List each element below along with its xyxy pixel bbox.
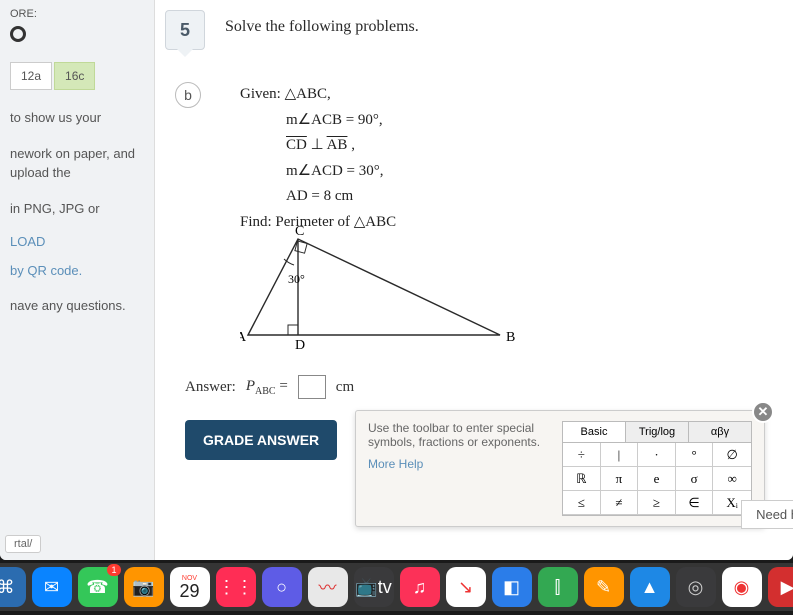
svg-text:C: C bbox=[295, 225, 304, 239]
more-help-link[interactable]: More Help bbox=[368, 457, 550, 471]
symbol-cell[interactable]: ° bbox=[676, 443, 714, 467]
need-help-button[interactable]: Need h bbox=[741, 500, 793, 529]
triangle-name: ABC, bbox=[296, 86, 331, 102]
part-badge: b bbox=[175, 82, 201, 108]
symbol-cell[interactable]: · bbox=[638, 443, 676, 467]
symbol-cell[interactable]: | bbox=[601, 443, 639, 467]
symbol-toolbar-popup: ✕ Use the toolbar to enter special symbo… bbox=[355, 410, 765, 527]
sidebar-text-questions: nave any questions. bbox=[10, 296, 144, 316]
dock-app-icon[interactable]: ○ bbox=[262, 567, 302, 607]
upload-link[interactable]: LOAD bbox=[10, 234, 144, 249]
answer-expression: PABC = bbox=[246, 378, 288, 397]
score-ring-icon bbox=[10, 26, 26, 42]
portal-button[interactable]: rtal/ bbox=[5, 535, 41, 553]
question-number-badge: 5 bbox=[165, 10, 205, 50]
dock-app-icon[interactable]: ✉ bbox=[32, 567, 72, 607]
symbol-cell[interactable]: ∞ bbox=[713, 467, 751, 491]
dock-app-icon[interactable]: ↘ bbox=[446, 567, 486, 607]
dock-app-icon[interactable]: ◉ bbox=[722, 567, 762, 607]
given-line-4: AD = 8 cm bbox=[240, 184, 396, 210]
dock-app-icon[interactable]: 📺tv bbox=[354, 567, 394, 607]
dock-app-icon[interactable]: 📷 bbox=[124, 567, 164, 607]
dock-app-icon[interactable]: ◧ bbox=[492, 567, 532, 607]
dock-app-icon[interactable]: ♫ bbox=[400, 567, 440, 607]
grade-answer-button[interactable]: GRADE ANSWER bbox=[185, 420, 337, 460]
triangle-symbol: △ bbox=[285, 86, 297, 102]
main-content: 5 Solve the following problems. b Given:… bbox=[155, 0, 793, 560]
toolbar-tabs: Basic Trig/log αβγ bbox=[562, 421, 752, 442]
dock-app-icon[interactable]: ⋮⋮ bbox=[216, 567, 256, 607]
symbol-cell[interactable]: ≠ bbox=[601, 491, 639, 515]
dock-app-icon[interactable]: ▶ bbox=[768, 567, 793, 607]
given-line-3: m∠ACD = 30°, bbox=[240, 159, 396, 185]
answer-input[interactable] bbox=[298, 375, 326, 399]
macos-dock: ⌘✉☎1📷NOV29⋮⋮○〰📺tv♫↘◧⫿✎▲◎◉▶ bbox=[0, 563, 793, 611]
problem-statement: Given: △ABC, m∠ACB = 90°, CD ⊥ AB , m∠AC… bbox=[240, 82, 396, 235]
svg-text:A: A bbox=[240, 330, 247, 345]
dock-app-icon[interactable]: ☎1 bbox=[78, 567, 118, 607]
answer-unit: cm bbox=[336, 379, 354, 396]
answer-label: Answer: bbox=[185, 379, 236, 396]
symbol-cell[interactable]: π bbox=[601, 467, 639, 491]
sidebar-text-1: to show us your bbox=[10, 108, 144, 128]
close-icon[interactable]: ✕ bbox=[752, 401, 774, 423]
tab-basic[interactable]: Basic bbox=[563, 422, 626, 442]
sidebar: ORE: 12a 16c to show us your nework on p… bbox=[0, 0, 155, 560]
qr-link[interactable]: by QR code. bbox=[10, 263, 144, 278]
symbol-cell[interactable]: ∈ bbox=[676, 491, 714, 515]
answer-row: Answer: PABC = cm bbox=[185, 375, 354, 399]
given-line-1: m∠ACB = 90°, bbox=[240, 108, 396, 134]
sidebar-text-2: nework on paper, and upload the bbox=[10, 144, 144, 183]
dock-app-icon[interactable]: ◎ bbox=[676, 567, 716, 607]
dock-app-icon[interactable]: 〰 bbox=[308, 567, 348, 607]
symbol-cell[interactable]: ℝ bbox=[563, 467, 601, 491]
symbol-cell[interactable]: ∅ bbox=[713, 443, 751, 467]
symbol-cell[interactable]: e bbox=[638, 467, 676, 491]
dock-app-icon[interactable]: ⫿ bbox=[538, 567, 578, 607]
symbol-cell[interactable]: σ bbox=[676, 467, 714, 491]
score-boxes: 12a 16c bbox=[10, 62, 144, 90]
sidebar-text-3: in PNG, JPG or bbox=[10, 199, 144, 219]
tab-trig[interactable]: Trig/log bbox=[626, 422, 689, 442]
toolbar-help-text: Use the toolbar to enter special symbols… bbox=[368, 421, 550, 449]
score-label: ORE: bbox=[10, 8, 144, 20]
triangle-diagram: A B C D 30° bbox=[240, 225, 520, 355]
symbol-cell[interactable]: ≤ bbox=[563, 491, 601, 515]
given-label: Given: bbox=[240, 86, 281, 102]
score-box-16c[interactable]: 16c bbox=[54, 62, 95, 90]
svg-text:B: B bbox=[506, 330, 515, 345]
svg-text:30°: 30° bbox=[288, 272, 305, 286]
symbol-cell[interactable]: ÷ bbox=[563, 443, 601, 467]
symbol-cell[interactable]: ≥ bbox=[638, 491, 676, 515]
given-line-2: CD ⊥ AB , bbox=[240, 133, 396, 159]
tab-greek[interactable]: αβγ bbox=[689, 422, 751, 442]
dock-app-icon[interactable]: ⌘ bbox=[0, 567, 26, 607]
dock-app-icon[interactable]: ✎ bbox=[584, 567, 624, 607]
symbol-grid: ÷|·°∅ℝπeσ∞≤≠≥∈Xᵢ bbox=[562, 442, 752, 516]
svg-text:D: D bbox=[295, 338, 305, 353]
dock-app-icon[interactable]: ▲ bbox=[630, 567, 670, 607]
score-box-12a[interactable]: 12a bbox=[10, 62, 52, 90]
dock-app-icon[interactable]: NOV29 bbox=[170, 567, 210, 607]
question-title: Solve the following problems. bbox=[225, 18, 419, 36]
